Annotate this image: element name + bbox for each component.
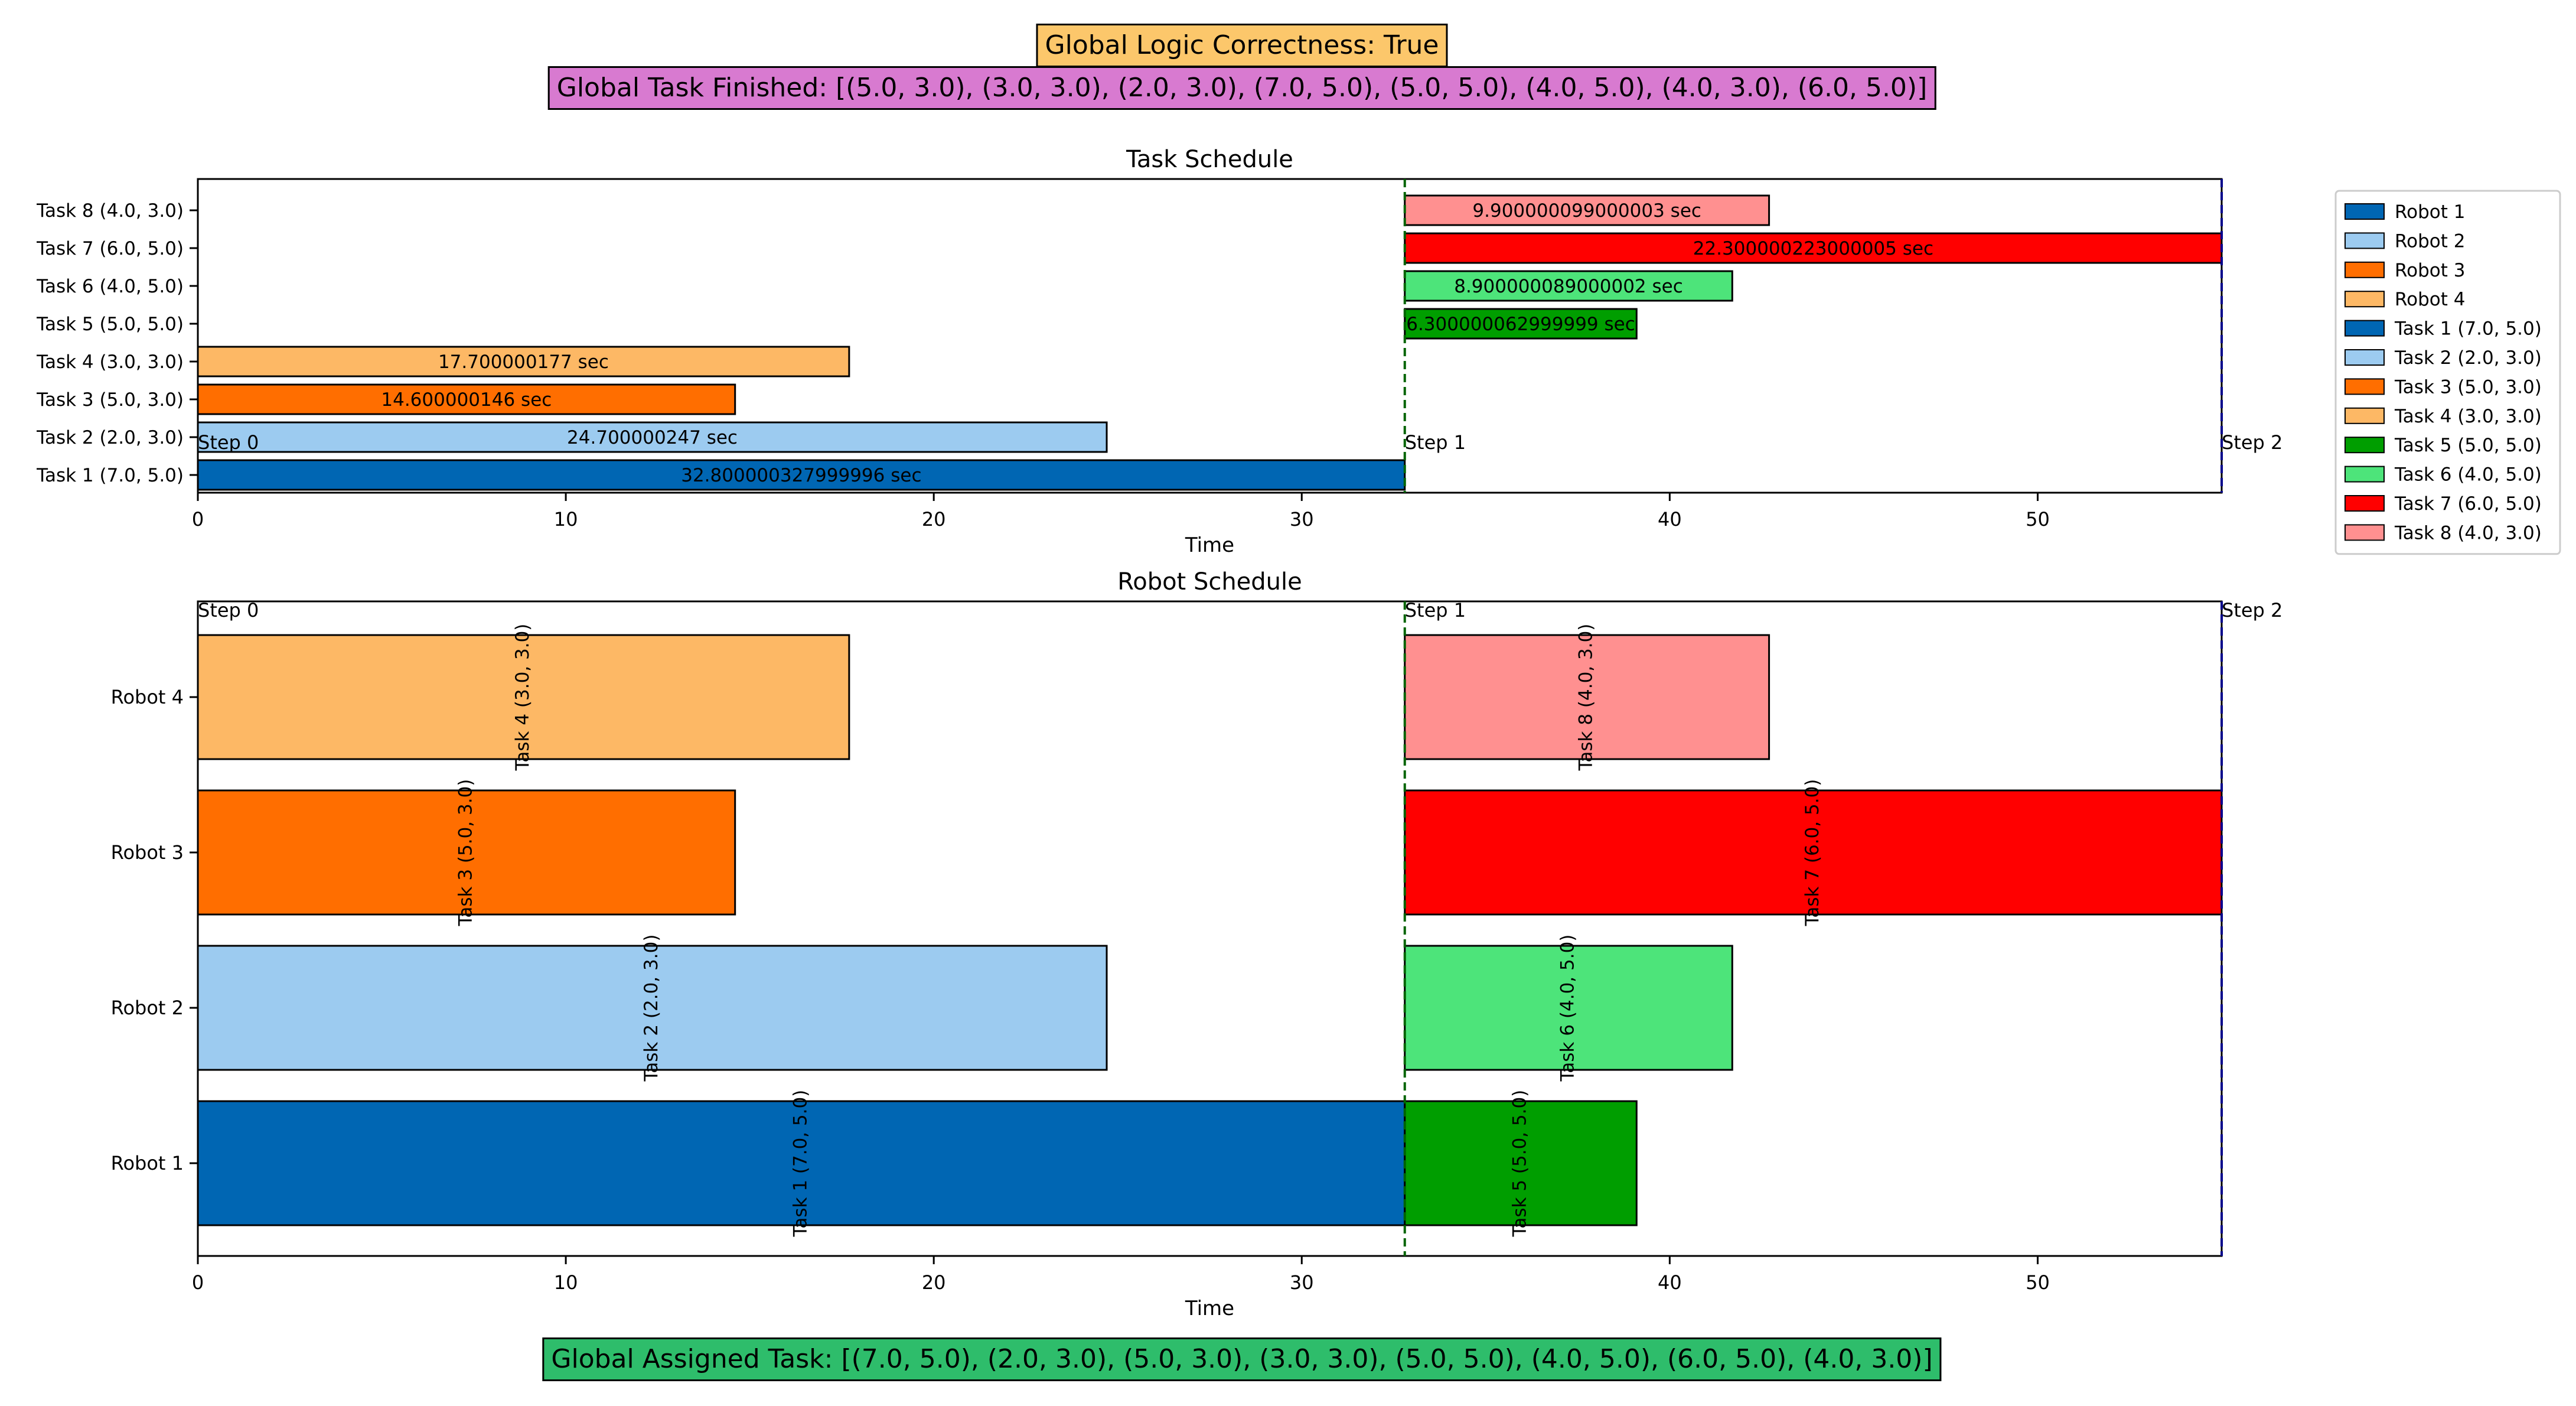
- legend-entry-label: Task 5 (5.0, 5.0): [2394, 435, 2542, 456]
- task-schedule-y-tick-label: Task 5 (5.0, 5.0): [36, 314, 184, 335]
- task-schedule-x-tick-label: 30: [1290, 508, 1314, 530]
- robot-bar: [1404, 1100, 1638, 1226]
- task-schedule-y-tick-label: Task 8 (4.0, 3.0): [36, 200, 184, 222]
- task-bar-duration-label: 8.900000089000002 sec: [1454, 276, 1683, 297]
- robot-schedule-step-label: Step 0: [198, 599, 259, 621]
- legend-entry-label: Task 4 (3.0, 3.0): [2394, 406, 2542, 427]
- robot-bar-task-label: Task 2 (2.0, 3.0): [641, 935, 662, 1082]
- robot-bar-task-label: Task 4 (3.0, 3.0): [512, 624, 533, 772]
- robot-bar: [197, 789, 736, 916]
- robot-bar: [1404, 634, 1770, 760]
- task-bar: [197, 421, 1108, 453]
- task-bar: [1404, 270, 1733, 302]
- robot-schedule-step-label: Step 1: [1405, 599, 1466, 621]
- task-bar-duration-label: 24.700000247 sec: [567, 427, 738, 448]
- legend-entry-label: Robot 1: [2395, 201, 2466, 223]
- robot-schedule-chart-title: Robot Schedule: [1117, 568, 1302, 595]
- robot-schedule-x-tick-label: 0: [192, 1271, 204, 1294]
- robot-schedule-y-tick-label: Robot 2: [111, 997, 184, 1019]
- task-schedule-step-label: Step 2: [2222, 431, 2282, 454]
- legend-box: [2334, 190, 2561, 555]
- legend-swatch: [2345, 232, 2385, 249]
- task-bar-duration-label: 17.700000177 sec: [438, 352, 609, 373]
- legend-swatch: [2345, 349, 2385, 366]
- robot-schedule-x-tick-label: 20: [922, 1271, 946, 1294]
- robot-schedule-y-tick-label: Robot 4: [111, 686, 184, 708]
- task-schedule-x-axis-label: Time: [1185, 533, 1234, 557]
- robot-bar-task-label: Task 6 (4.0, 5.0): [1557, 935, 1579, 1082]
- task-bar-duration-label: 14.600000146 sec: [381, 389, 552, 411]
- robot-bar: [197, 945, 1108, 1071]
- robot-schedule-y-tick-label: Robot 1: [111, 1152, 184, 1174]
- task-schedule-x-tick-label: 50: [2026, 508, 2050, 530]
- robot-bar-task-label: Task 1 (7.0, 5.0): [790, 1090, 811, 1238]
- legend-entry-label: Task 1 (7.0, 5.0): [2394, 318, 2542, 340]
- legend-swatch: [2345, 466, 2385, 483]
- robot-bar: [1404, 789, 2223, 916]
- task-schedule-y-tick-label: Task 3 (5.0, 3.0): [36, 389, 184, 411]
- task-finished-banner: Global Task Finished: [(5.0, 3.0), (3.0,…: [547, 66, 1936, 110]
- legend-entry-label: Robot 2: [2395, 230, 2466, 252]
- robot-schedule-x-tick-label: 10: [554, 1271, 578, 1294]
- task-schedule-chart-title: Task Schedule: [1126, 146, 1293, 173]
- task-bar-duration-label: 9.900000099000003 sec: [1472, 200, 1701, 222]
- task-schedule-y-tick-label: Task 4 (3.0, 3.0): [36, 352, 184, 373]
- task-schedule-y-tick-label: Task 1 (7.0, 5.0): [36, 465, 184, 486]
- legend-entry-label: Task 3 (5.0, 3.0): [2394, 376, 2542, 398]
- legend-swatch: [2345, 407, 2385, 424]
- logic-correctness-banner: Global Logic Correctness: True: [1036, 24, 1448, 67]
- task-bar: [197, 346, 850, 377]
- task-schedule-x-tick-label: 0: [192, 508, 204, 530]
- robot-bar-task-label: Task 5 (5.0, 5.0): [1509, 1090, 1531, 1238]
- robot-schedule-x-tick-label: 40: [1658, 1271, 1682, 1294]
- robot-bar: [1404, 945, 1733, 1071]
- task-schedule-x-tick-label: 40: [1658, 508, 1682, 530]
- task-bar: [1404, 232, 2223, 264]
- task-schedule-y-tick-label: Task 6 (4.0, 5.0): [36, 276, 184, 297]
- task-bar-duration-label: 6.300000062999999 sec: [1406, 314, 1635, 335]
- task-schedule-step-label: Step 0: [198, 431, 259, 454]
- robot-schedule-y-tick-label: Robot 3: [111, 841, 184, 864]
- task-schedule-x-tick-label: 10: [554, 508, 578, 530]
- legend-entry-label: Task 2 (2.0, 3.0): [2394, 347, 2542, 369]
- assigned-task-banner: Global Assigned Task: [(7.0, 5.0), (2.0,…: [542, 1337, 1942, 1381]
- task-bar: [197, 383, 736, 415]
- robot-schedule-step-label: Step 2: [2222, 599, 2282, 621]
- task-schedule-y-tick-label: Task 7 (6.0, 5.0): [36, 238, 184, 259]
- task-schedule-step-label: Step 1: [1405, 431, 1466, 454]
- robot-bar: [197, 1100, 1406, 1226]
- legend-swatch: [2345, 203, 2385, 220]
- robot-schedule-x-axis-label: Time: [1185, 1297, 1234, 1320]
- legend-swatch: [2345, 495, 2385, 512]
- legend-swatch: [2345, 320, 2385, 337]
- robot-bar-task-label: Task 7 (6.0, 5.0): [1802, 779, 1823, 927]
- legend-swatch: [2345, 291, 2385, 308]
- robot-bar-task-label: Task 3 (5.0, 3.0): [455, 779, 476, 927]
- task-bar-duration-label: 32.800000327999996 sec: [681, 465, 921, 486]
- task-bar: [197, 459, 1406, 491]
- legend-entry-label: Task 8 (4.0, 3.0): [2394, 522, 2542, 543]
- legend-entry-label: Robot 3: [2395, 260, 2466, 281]
- legend-entry-label: Robot 4: [2395, 289, 2466, 310]
- legend-entry-label: Task 7 (6.0, 5.0): [2394, 493, 2542, 515]
- task-schedule-y-tick-label: Task 2 (2.0, 3.0): [36, 427, 184, 448]
- task-schedule-x-tick-label: 20: [922, 508, 946, 530]
- robot-bar: [197, 634, 850, 760]
- robot-schedule-x-tick-label: 30: [1290, 1271, 1314, 1294]
- legend-swatch: [2345, 437, 2385, 454]
- legend-swatch: [2345, 261, 2385, 278]
- legend-swatch: [2345, 524, 2385, 541]
- robot-schedule-x-tick-label: 50: [2026, 1271, 2050, 1294]
- task-bar: [1404, 194, 1770, 226]
- legend-entry-label: Task 6 (4.0, 5.0): [2394, 464, 2542, 486]
- legend-swatch: [2345, 378, 2385, 395]
- task-bar-duration-label: 22.300000223000005 sec: [1693, 238, 1933, 259]
- robot-bar-task-label: Task 8 (4.0, 3.0): [1576, 624, 1597, 772]
